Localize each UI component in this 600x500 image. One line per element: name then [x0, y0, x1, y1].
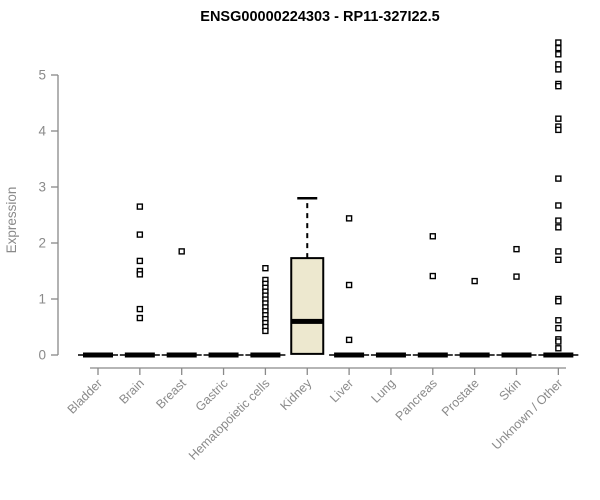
outlier-point — [555, 256, 562, 263]
median-line — [166, 352, 197, 358]
outlier-point — [555, 224, 562, 231]
outlier-point — [262, 327, 269, 335]
outlier-point — [555, 66, 562, 73]
y-tick-label: 2 — [38, 236, 46, 251]
y-tick-label: 1 — [38, 292, 46, 307]
outlier-point — [345, 215, 353, 222]
median-line — [291, 318, 324, 324]
y-tick-label: 4 — [38, 124, 46, 139]
outlier-point — [555, 61, 562, 68]
boxplot-boxes — [78, 196, 579, 358]
outlier-point — [555, 324, 562, 332]
y-tick-label: 0 — [38, 348, 46, 363]
outlier-point — [345, 336, 353, 344]
category-label: Hematopoietic cells — [186, 376, 273, 463]
median-line — [334, 352, 365, 358]
outlier-point — [555, 39, 562, 46]
outlier-points — [136, 39, 562, 352]
outlier-point — [513, 245, 520, 253]
median-line — [501, 352, 532, 358]
outlier-point — [555, 175, 562, 182]
outlier-point — [262, 265, 269, 272]
category-label: Gastric — [193, 376, 231, 414]
outlier-point — [136, 314, 144, 322]
outlier-point — [429, 233, 436, 240]
outlier-point — [555, 126, 562, 134]
category-label: Unknown / Other — [489, 376, 565, 452]
outlier-point — [555, 345, 562, 352]
y-tick-label: 3 — [38, 180, 46, 195]
median-line — [208, 352, 239, 358]
outlier-point — [555, 317, 562, 324]
outlier-point — [178, 248, 185, 255]
boxplot-box — [290, 257, 325, 355]
outlier-point — [429, 272, 436, 280]
y-axis-label: Expression — [4, 187, 19, 254]
outlier-point — [555, 202, 562, 209]
category-label: Bladder — [65, 376, 105, 416]
median-line — [250, 352, 281, 358]
category-label: Liver — [327, 376, 356, 405]
outlier-point — [471, 277, 478, 285]
outlier-point — [555, 115, 562, 122]
chart-title: ENSG00000224303 - RP11-327I22.5 — [200, 9, 439, 25]
median-line — [375, 352, 406, 358]
category-label: Prostate — [439, 376, 482, 419]
outlier-point — [555, 338, 562, 345]
category-label: Brain — [116, 376, 147, 407]
median-line — [417, 352, 448, 358]
outlier-point — [555, 248, 562, 255]
category-label: Lung — [369, 376, 399, 406]
outlier-point — [555, 298, 562, 305]
outlier-point — [555, 82, 562, 90]
outlier-point — [136, 203, 144, 210]
category-label: Kidney — [277, 376, 314, 413]
outlier-point — [555, 217, 562, 224]
y-tick-label: 5 — [38, 68, 46, 83]
median-line — [459, 352, 490, 358]
outlier-point — [136, 231, 144, 238]
median-line — [124, 352, 155, 358]
outlier-point — [136, 305, 144, 313]
category-label: Breast — [153, 376, 189, 412]
outlier-point — [513, 273, 520, 280]
category-label: Pancreas — [393, 376, 440, 423]
category-label: Skin — [497, 376, 524, 403]
outlier-point — [136, 271, 144, 278]
median-line — [543, 352, 574, 358]
median-line — [83, 352, 113, 358]
outlier-point — [555, 44, 562, 52]
outlier-point — [345, 281, 353, 289]
outlier-point — [136, 257, 144, 265]
outlier-point — [555, 51, 562, 58]
